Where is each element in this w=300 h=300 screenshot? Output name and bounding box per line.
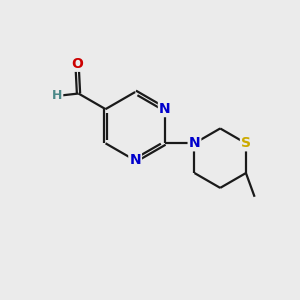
Text: N: N xyxy=(159,102,171,116)
Text: O: O xyxy=(71,57,83,71)
Text: N: N xyxy=(129,153,141,167)
Text: N: N xyxy=(189,136,200,150)
Text: S: S xyxy=(241,136,251,150)
Text: H: H xyxy=(52,89,62,102)
